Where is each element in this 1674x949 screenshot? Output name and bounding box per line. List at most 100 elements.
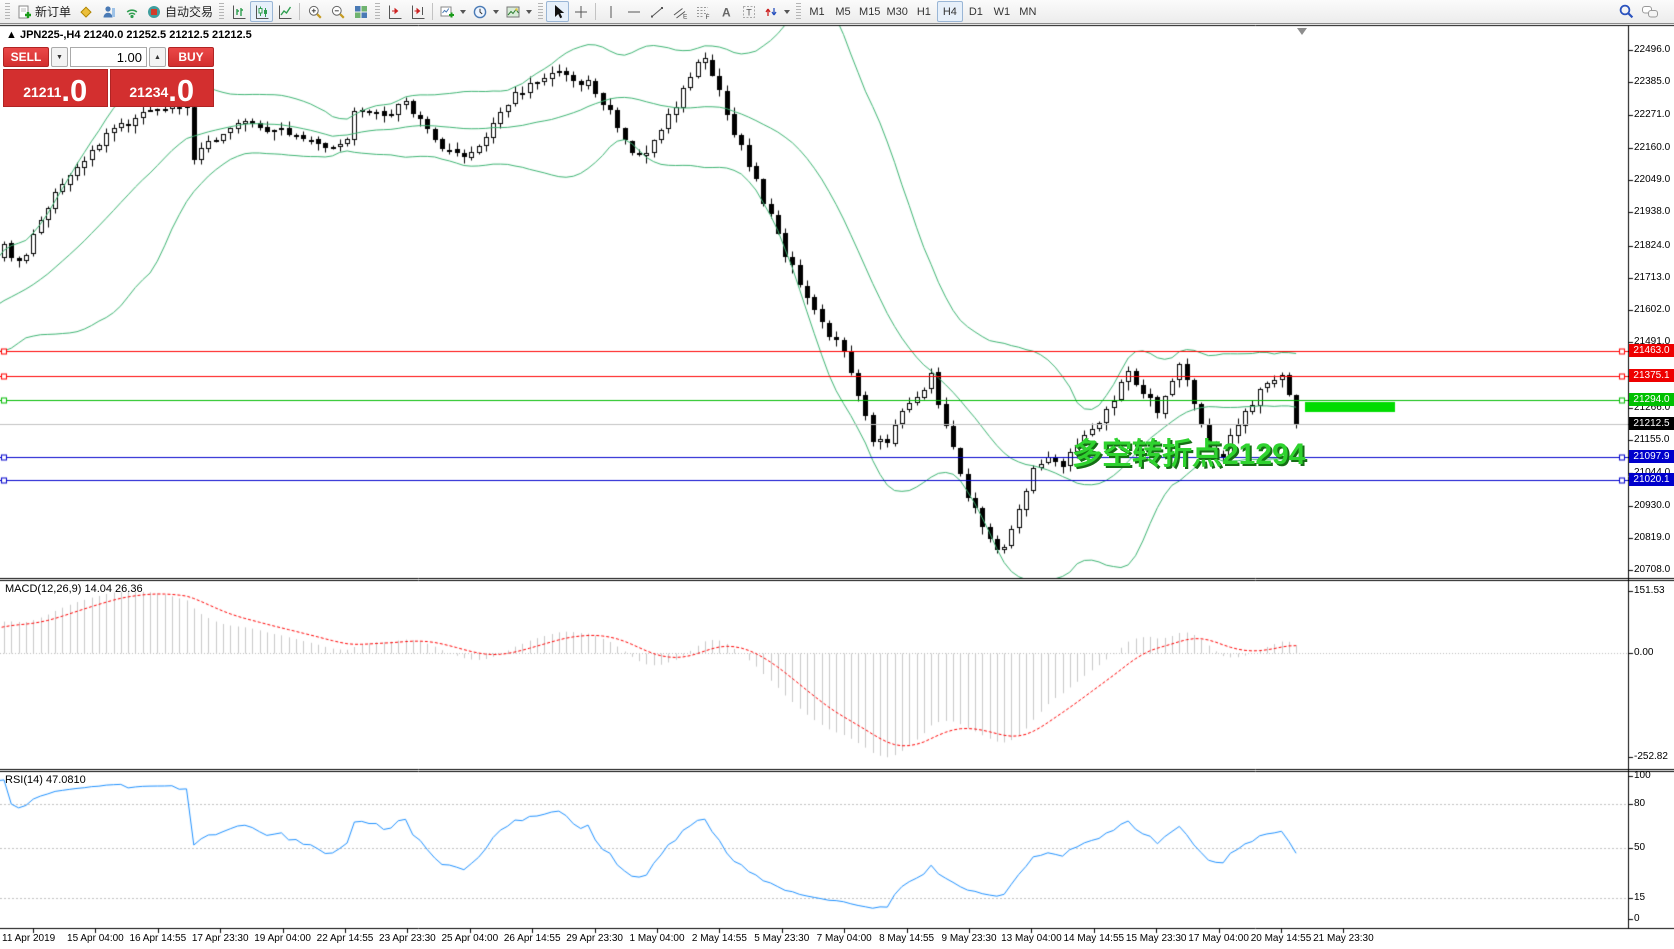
auto-trading-button[interactable]: 自动交易 xyxy=(143,1,216,22)
volume-input[interactable] xyxy=(70,47,147,67)
rsi-scale-label: 100 xyxy=(1634,770,1651,781)
vertical-line-icon xyxy=(610,5,612,18)
auto-scroll-button[interactable] xyxy=(383,1,406,22)
chart-shift-marker-icon[interactable] xyxy=(1297,28,1307,35)
price-level-label: 21097.9 xyxy=(1629,450,1674,463)
crosshair-tool-button[interactable] xyxy=(569,1,592,22)
tile-windows-button[interactable] xyxy=(349,1,372,22)
line-chart-button[interactable] xyxy=(273,1,296,22)
profile-button[interactable] xyxy=(97,1,120,22)
price-tick-label: 22049.0 xyxy=(1634,174,1671,185)
toolbar-grip[interactable] xyxy=(219,2,225,21)
cursor-tool-button[interactable] xyxy=(546,1,570,22)
main-toolbar: 新订单 自动交易 xyxy=(0,0,1674,24)
ohlc-values: 21240.0 21252.5 21212.5 21212.5 xyxy=(83,29,252,41)
sell-price-button[interactable]: 21211.0 xyxy=(3,69,108,107)
fibonacci-icon: F xyxy=(696,6,709,20)
buy-button[interactable]: BUY xyxy=(168,47,214,67)
chart-shift-button[interactable] xyxy=(406,1,429,22)
horizontal-line-icon xyxy=(627,11,640,12)
price-tick-label: 22496.0 xyxy=(1634,44,1671,55)
price-tick-label: 21491.0 xyxy=(1634,336,1671,347)
toolbar-grip[interactable] xyxy=(796,2,802,21)
rsi-scale-label: 15 xyxy=(1634,892,1646,903)
equidistant-channel-tool[interactable]: E xyxy=(668,1,691,22)
chart-annotation-text[interactable]: 多空转折点21294 xyxy=(1072,438,1306,471)
volume-decrease-button[interactable]: ▼ xyxy=(51,47,68,67)
price-tick-label: 21713.0 xyxy=(1634,272,1671,283)
price-level-label: 21020.1 xyxy=(1629,473,1674,486)
timeframe-d1-button[interactable]: D1 xyxy=(963,1,989,22)
new-order-button[interactable]: 新订单 xyxy=(13,1,74,22)
timeframe-m5-button[interactable]: M5 xyxy=(830,1,856,22)
collapse-marker-icon[interactable]: ▲ xyxy=(6,29,17,41)
signal-button[interactable] xyxy=(120,1,143,22)
dropdown-caret-icon xyxy=(784,9,791,14)
dropdown-caret-icon xyxy=(460,9,467,14)
template-dropdown[interactable] xyxy=(502,1,535,22)
market-button[interactable] xyxy=(74,1,97,22)
trendline-tool[interactable] xyxy=(645,1,668,22)
macd-scale-label: 0.00 xyxy=(1634,647,1654,658)
new-order-icon xyxy=(18,5,31,18)
search-button[interactable] xyxy=(1615,1,1638,22)
sell-button[interactable]: SELL xyxy=(3,47,49,67)
timeframe-h4-button[interactable]: H4 xyxy=(936,1,963,22)
period-dropdown[interactable] xyxy=(469,1,502,22)
horizontal-line-tool[interactable] xyxy=(622,1,645,22)
time-tick-label: 16 Apr 14:55 xyxy=(129,933,187,944)
price-tick-label: 21602.0 xyxy=(1634,304,1671,315)
chat-button[interactable] xyxy=(1638,1,1664,22)
toolbar-grip[interactable] xyxy=(375,2,381,21)
volume-increase-button[interactable]: ▲ xyxy=(149,47,166,67)
timeframe-m1-button[interactable]: M1 xyxy=(804,1,830,22)
one-click-trading-panel: SELL ▼ ▲ BUY 21211.0 21234.0 xyxy=(3,47,214,107)
svg-text:F: F xyxy=(705,14,709,20)
bar-chart-button[interactable] xyxy=(227,1,250,22)
price-tick-label: 22160.0 xyxy=(1634,142,1671,153)
timeframe-m30-button[interactable]: M30 xyxy=(883,1,910,22)
toolbar-grip[interactable] xyxy=(5,2,10,21)
price-tick-label: 20708.0 xyxy=(1634,564,1671,575)
tile-windows-icon xyxy=(354,5,367,18)
price-level-label: 21212.5 xyxy=(1629,417,1674,430)
toolbar-grip[interactable] xyxy=(538,2,544,21)
candlestick-chart-button[interactable] xyxy=(250,1,274,22)
buy-price-button[interactable]: 21234.0 xyxy=(109,69,214,107)
dropdown-caret-icon xyxy=(526,9,533,14)
text-tool[interactable]: A xyxy=(714,1,737,22)
price-tick-label: 21266.0 xyxy=(1634,402,1671,413)
clock-icon xyxy=(473,5,487,18)
arrows-dropdown[interactable] xyxy=(760,1,793,22)
timeframe-m15-button[interactable]: M15 xyxy=(856,1,883,22)
auto-trading-label: 自动交易 xyxy=(165,5,214,19)
zoom-in-button[interactable] xyxy=(303,1,326,22)
text-label-tool[interactable]: T xyxy=(737,1,760,22)
crosshair-icon xyxy=(574,5,587,18)
timeframe-h1-button[interactable]: H1 xyxy=(911,1,937,22)
price-tick-label: 22385.0 xyxy=(1634,76,1671,87)
time-tick-label: 1 May 04:00 xyxy=(629,933,685,944)
timeframe-mn-button[interactable]: MN xyxy=(1015,1,1041,22)
fibonacci-tool[interactable]: F xyxy=(691,1,714,22)
time-tick-label: 25 Apr 04:00 xyxy=(441,933,499,944)
vertical-line-tool[interactable] xyxy=(599,1,622,22)
zoom-out-button[interactable] xyxy=(326,1,349,22)
line-chart-icon xyxy=(278,5,292,19)
price-tick-label: 21155.0 xyxy=(1634,434,1670,445)
new-chart-icon xyxy=(440,6,455,17)
time-tick-label: 26 Apr 14:55 xyxy=(503,933,561,944)
new-chart-dropdown[interactable] xyxy=(436,1,469,22)
timeframe-w1-button[interactable]: W1 xyxy=(989,1,1015,22)
arrows-icon xyxy=(765,7,777,16)
time-tick-label: 17 May 04:00 xyxy=(1188,933,1249,944)
macd-indicator-label: MACD(12,26,9) 14.04 26.36 xyxy=(5,583,143,595)
price-tick-label: 22271.0 xyxy=(1634,109,1671,120)
price-tick-label: 21044.0 xyxy=(1634,467,1674,478)
time-tick-label: 17 Apr 23:30 xyxy=(191,933,249,944)
sell-price-int: 21211 xyxy=(23,84,62,100)
chat-icon xyxy=(1642,5,1658,17)
time-tick-label: 13 May 04:00 xyxy=(1001,933,1062,944)
time-tick-label: 29 Apr 23:30 xyxy=(566,933,623,944)
